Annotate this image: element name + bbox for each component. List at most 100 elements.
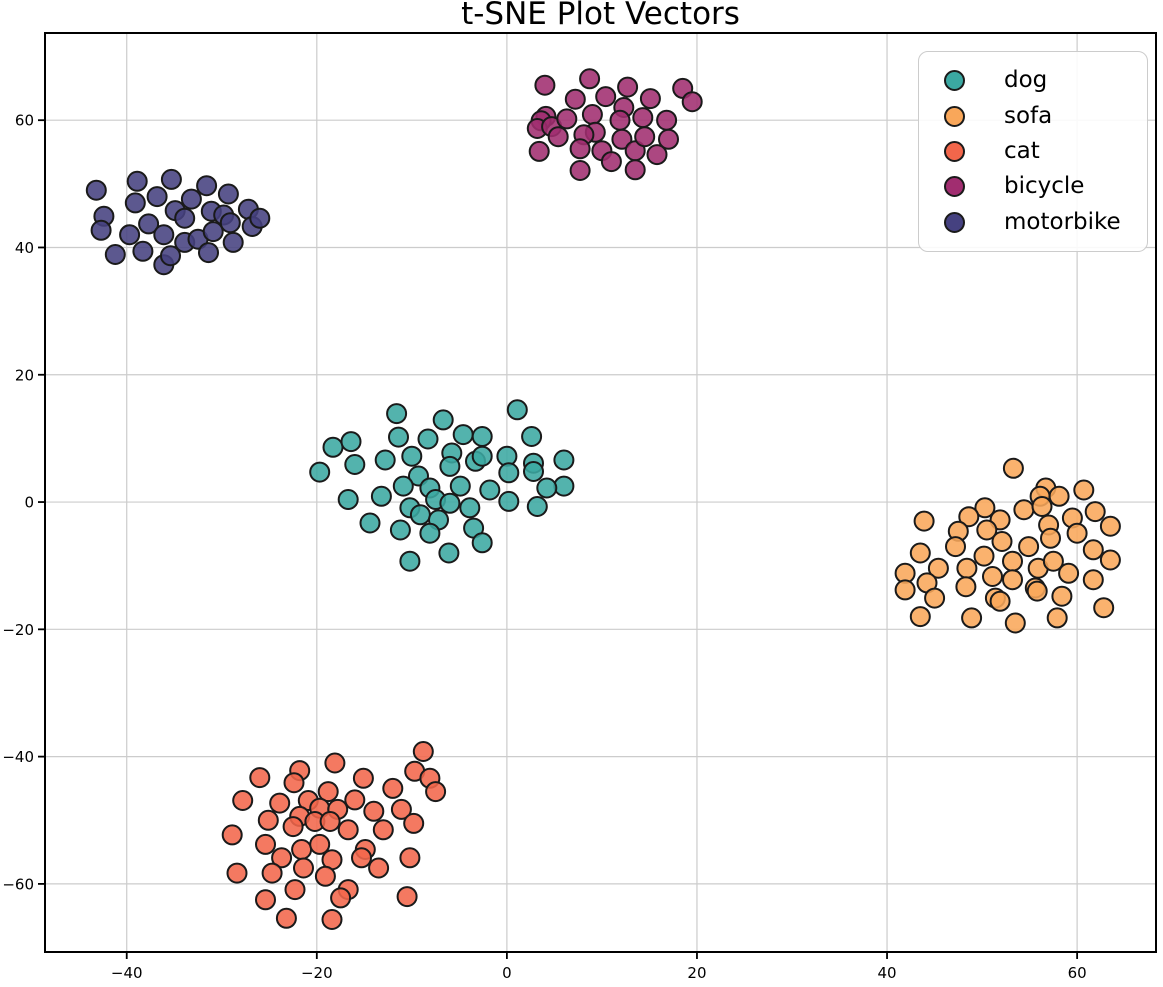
scatter-point-cat — [271, 847, 293, 869]
legend-item-cat: cat — [919, 137, 1147, 164]
x-tick-label: 40 — [877, 964, 896, 982]
scatter-point-sofa — [945, 536, 966, 558]
scatter-point-cat — [396, 886, 418, 908]
scatter-point-sofa — [1018, 536, 1040, 558]
legend-item-dog: dog — [919, 69, 1147, 92]
legend-label: motorbike — [1004, 208, 1121, 235]
scatter-point-bicycle — [564, 88, 586, 110]
scatter-point-motorbike — [217, 183, 239, 205]
scatter-point-dog — [337, 489, 359, 510]
scatter-point-dog — [459, 497, 481, 519]
scatter-point-cat — [291, 839, 313, 860]
scatter-point-motorbike — [198, 242, 219, 264]
scatter-point-dog — [536, 477, 558, 499]
scatter-point-cat — [309, 833, 331, 855]
scatter-point-motorbike — [180, 188, 202, 210]
scatter-point-cat — [249, 767, 271, 789]
scatter-point-bicycle — [646, 144, 668, 166]
scatter-point-cat — [255, 833, 276, 855]
scatter-point-cat — [425, 781, 447, 803]
y-tick-label: 0 — [24, 494, 34, 512]
scatter-point-sofa — [1048, 485, 1070, 507]
scatter-point-motorbike — [138, 213, 160, 235]
scatter-point-sofa — [961, 607, 983, 629]
scatter-point-motorbike — [174, 207, 196, 229]
y-tick-label: 20 — [15, 366, 34, 384]
scatter-point-motorbike — [153, 224, 175, 246]
legend-item-motorbike: motorbike — [919, 208, 1147, 235]
scatter-point-cat — [232, 790, 254, 811]
scatter-point-sofa — [1084, 501, 1106, 523]
scatter-point-cat — [221, 824, 243, 846]
scatter-point-cat — [403, 812, 425, 834]
scatter-point-cat — [314, 865, 336, 887]
scatter-point-cat — [282, 816, 304, 838]
scatter-point-sofa — [1013, 499, 1035, 521]
scatter-point-sofa — [1002, 569, 1023, 591]
scatter-point-sofa — [1099, 549, 1121, 571]
scatter-point-sofa — [909, 606, 931, 628]
scatter-point-dog — [386, 403, 408, 425]
scatter-point-motorbike — [85, 179, 107, 201]
scatter-point-dog — [526, 496, 548, 517]
scatter-point-dog — [553, 475, 575, 497]
legend-label: bicycle — [1004, 173, 1085, 200]
scatter-point-cat — [275, 907, 297, 929]
y-tick-label: −40 — [2, 748, 34, 766]
scatter-point-sofa — [1002, 550, 1023, 572]
scatter-point-sofa — [1040, 527, 1061, 549]
scatter-point-bicycle — [569, 160, 591, 181]
scatter-point-motorbike — [90, 219, 112, 241]
scatter-point-dog — [498, 462, 520, 484]
scatter-point-cat — [412, 741, 434, 762]
scatter-point-dog — [370, 485, 392, 507]
scatter-point-sofa — [1093, 597, 1115, 619]
y-tick-label: 60 — [15, 112, 34, 130]
scatter-point-bicycle — [581, 104, 603, 125]
scatter-point-cat — [269, 792, 291, 814]
scatter-point-sofa — [1002, 457, 1024, 479]
scatter-point-bicycle — [579, 68, 601, 90]
legend-item-sofa: sofa — [919, 104, 1147, 128]
scatter-point-cat — [363, 800, 385, 822]
scatter-point-cat — [261, 862, 283, 884]
scatter-point-motorbike — [219, 212, 241, 234]
scatter-point-cat — [337, 819, 359, 841]
scatter-point-dog — [359, 512, 381, 534]
x-tick-label: 0 — [502, 964, 512, 982]
scatter-point-sofa — [909, 542, 931, 564]
scatter-point-sofa — [1031, 496, 1053, 517]
plot-border — [44, 32, 1157, 953]
scatter-point-dog — [417, 428, 439, 450]
scatter-point-cat — [317, 781, 339, 803]
scatter-point-sofa — [1046, 607, 1068, 629]
scatter-point-bicycle — [595, 86, 617, 108]
scatter-point-motorbike — [222, 231, 244, 253]
scatter-point-sofa — [955, 576, 977, 598]
scatter-point-sofa — [982, 566, 1003, 587]
scatter-point-bicycle — [556, 108, 578, 130]
scatter-point-cat — [324, 752, 346, 774]
scatter-point-cat — [368, 857, 390, 879]
scatter-point-sofa — [989, 590, 1011, 612]
scatter-point-sofa — [1026, 580, 1048, 602]
scatter-point-motorbike — [160, 168, 182, 190]
scatter-point-sofa — [1082, 569, 1104, 591]
scatter-point-dog — [438, 542, 460, 564]
scatter-point-bicycle — [681, 91, 703, 113]
scatter-point-sofa — [1073, 479, 1095, 501]
scatter-point-cat — [382, 777, 404, 799]
scatter-point-cat — [284, 879, 306, 901]
y-tick-label: −20 — [2, 621, 34, 639]
scatter-point-sofa — [1099, 515, 1121, 537]
scatter-point-motorbike — [146, 186, 168, 208]
scatter-point-dog — [419, 522, 441, 544]
scatter-point-dog — [309, 461, 331, 483]
scatter-point-sofa — [958, 506, 980, 528]
legend-label: cat — [1004, 137, 1040, 164]
scatter-point-dog — [340, 431, 362, 453]
scatter-point-motorbike — [119, 224, 141, 246]
scatter-point-bicycle — [658, 128, 679, 150]
scatter-point-dog — [389, 519, 411, 541]
scatter-point-cat — [330, 887, 352, 909]
